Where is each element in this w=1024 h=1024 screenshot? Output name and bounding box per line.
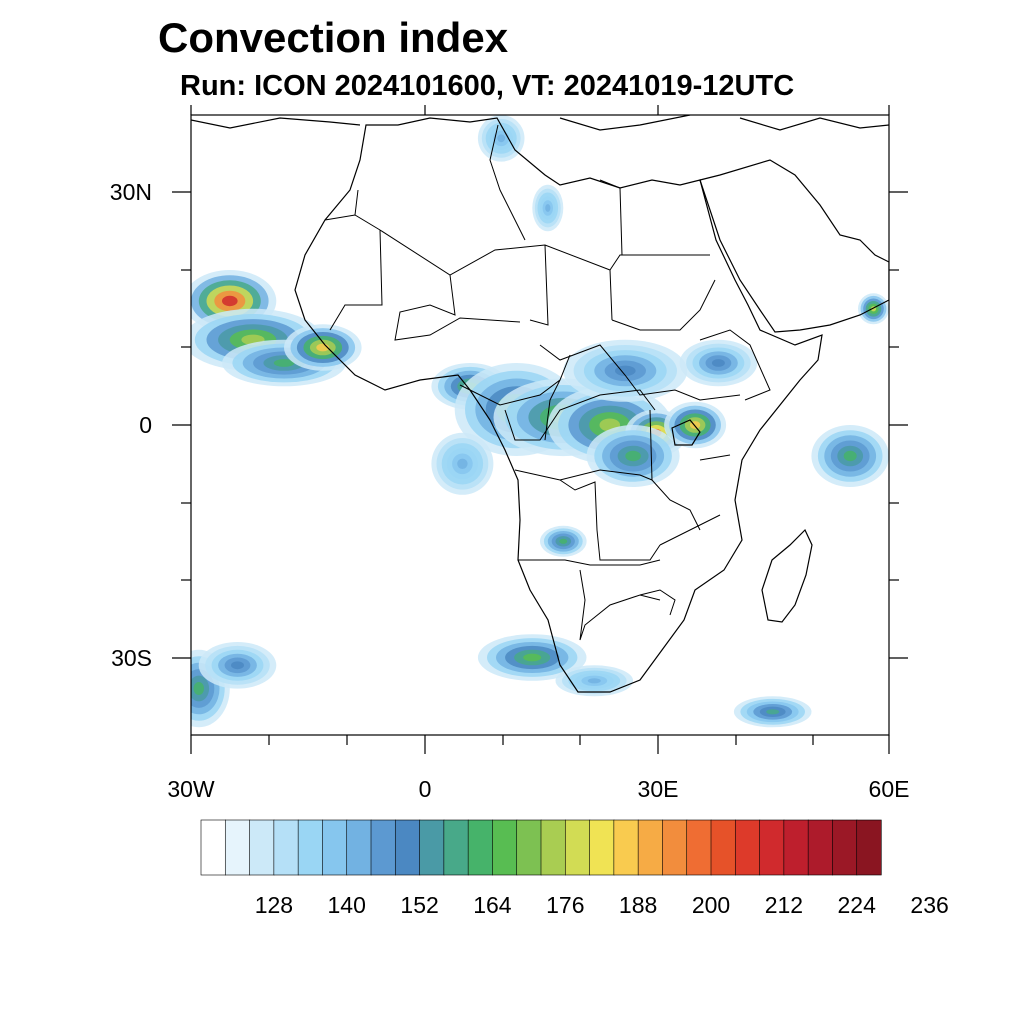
europe-coastline bbox=[191, 115, 889, 131]
convection-cell bbox=[587, 678, 601, 684]
colorbar-swatch bbox=[200, 819, 226, 876]
colorbar-swatch bbox=[710, 819, 736, 876]
lon-label-30e: 30E bbox=[638, 776, 679, 802]
colorbar-swatch bbox=[564, 819, 591, 876]
madagascar-coastline bbox=[761, 528, 813, 623]
lat-label-30s: 30S bbox=[111, 645, 152, 671]
convection-cell bbox=[523, 653, 542, 662]
chart-subtitle: Run: ICON 2024101600, VT: 20241019-12UTC bbox=[180, 70, 795, 102]
convection-cell bbox=[843, 450, 857, 462]
colorbar-swatch bbox=[856, 819, 882, 876]
colorbar-tick-label: 128 bbox=[255, 892, 293, 918]
colorbar-swatch bbox=[832, 819, 858, 876]
colorbar-tick-label: 188 bbox=[619, 892, 657, 918]
colorbar-swatch bbox=[419, 819, 445, 876]
colorbar-swatch bbox=[492, 819, 518, 876]
convection-cell bbox=[766, 709, 780, 715]
colorbar-swatch bbox=[394, 819, 421, 876]
lon-label-0: 0 bbox=[419, 776, 432, 802]
convection-cell bbox=[231, 661, 244, 670]
colorbar-swatch bbox=[249, 819, 275, 876]
colorbar-swatch bbox=[759, 819, 785, 876]
convection-cell bbox=[625, 450, 641, 462]
convection-cell bbox=[273, 359, 295, 367]
arabia-coastline bbox=[699, 159, 889, 333]
colorbar-swatch bbox=[540, 819, 566, 876]
lon-label-30w: 30W bbox=[167, 776, 215, 802]
colorbar-tick-label: 236 bbox=[910, 892, 948, 918]
colorbar-swatch bbox=[637, 819, 664, 876]
colorbar-swatch bbox=[370, 819, 396, 876]
colorbar bbox=[200, 819, 882, 876]
colorbar-swatch bbox=[346, 819, 372, 876]
colorbar-swatch bbox=[516, 819, 542, 876]
colorbar-labels: 128 140 152 164 176 188 200 212 224 236 bbox=[255, 892, 949, 918]
colorbar-tick-label: 176 bbox=[546, 892, 584, 918]
chart-title: Convection index bbox=[158, 14, 509, 61]
africa-coastline bbox=[294, 117, 823, 693]
colorbar-tick-label: 164 bbox=[473, 892, 512, 918]
convection-cell bbox=[457, 458, 468, 469]
lat-label-30n: 30N bbox=[110, 179, 152, 205]
convection-cell bbox=[615, 365, 636, 376]
colorbar-swatch bbox=[224, 819, 251, 876]
convection-cell bbox=[711, 359, 725, 367]
colorbar-swatch bbox=[322, 819, 348, 876]
colorbar-swatch bbox=[807, 819, 834, 876]
colorbar-swatch bbox=[467, 819, 494, 876]
colorbar-swatch bbox=[589, 819, 615, 876]
colorbar-swatch bbox=[686, 819, 712, 876]
lon-label-60e: 60E bbox=[869, 776, 910, 802]
colorbar-swatch bbox=[734, 819, 761, 876]
colorbar-swatch bbox=[443, 819, 469, 876]
lake-victoria bbox=[671, 419, 701, 446]
colorbar-swatch bbox=[613, 819, 639, 876]
colorbar-tick-label: 224 bbox=[838, 892, 877, 918]
lat-label-0: 0 bbox=[139, 412, 152, 438]
colorbar-tick-label: 140 bbox=[328, 892, 366, 918]
convection-cell bbox=[545, 204, 551, 212]
convection-cell bbox=[222, 295, 238, 307]
convection-cell bbox=[193, 682, 204, 695]
colorbar-swatch bbox=[783, 819, 809, 876]
colorbar-swatch bbox=[297, 819, 324, 876]
country-borders bbox=[324, 124, 771, 641]
colorbar-swatch bbox=[662, 819, 688, 876]
colorbar-tick-label: 200 bbox=[692, 892, 730, 918]
convection-field bbox=[191, 115, 889, 728]
colorbar-tick-label: 152 bbox=[400, 892, 438, 918]
convection-cell bbox=[559, 538, 568, 544]
convection-cell bbox=[497, 134, 506, 143]
colorbar-swatch bbox=[273, 819, 299, 876]
colorbar-tick-label: 212 bbox=[765, 892, 803, 918]
axis-ticks bbox=[172, 105, 908, 754]
map-content bbox=[191, 115, 889, 728]
